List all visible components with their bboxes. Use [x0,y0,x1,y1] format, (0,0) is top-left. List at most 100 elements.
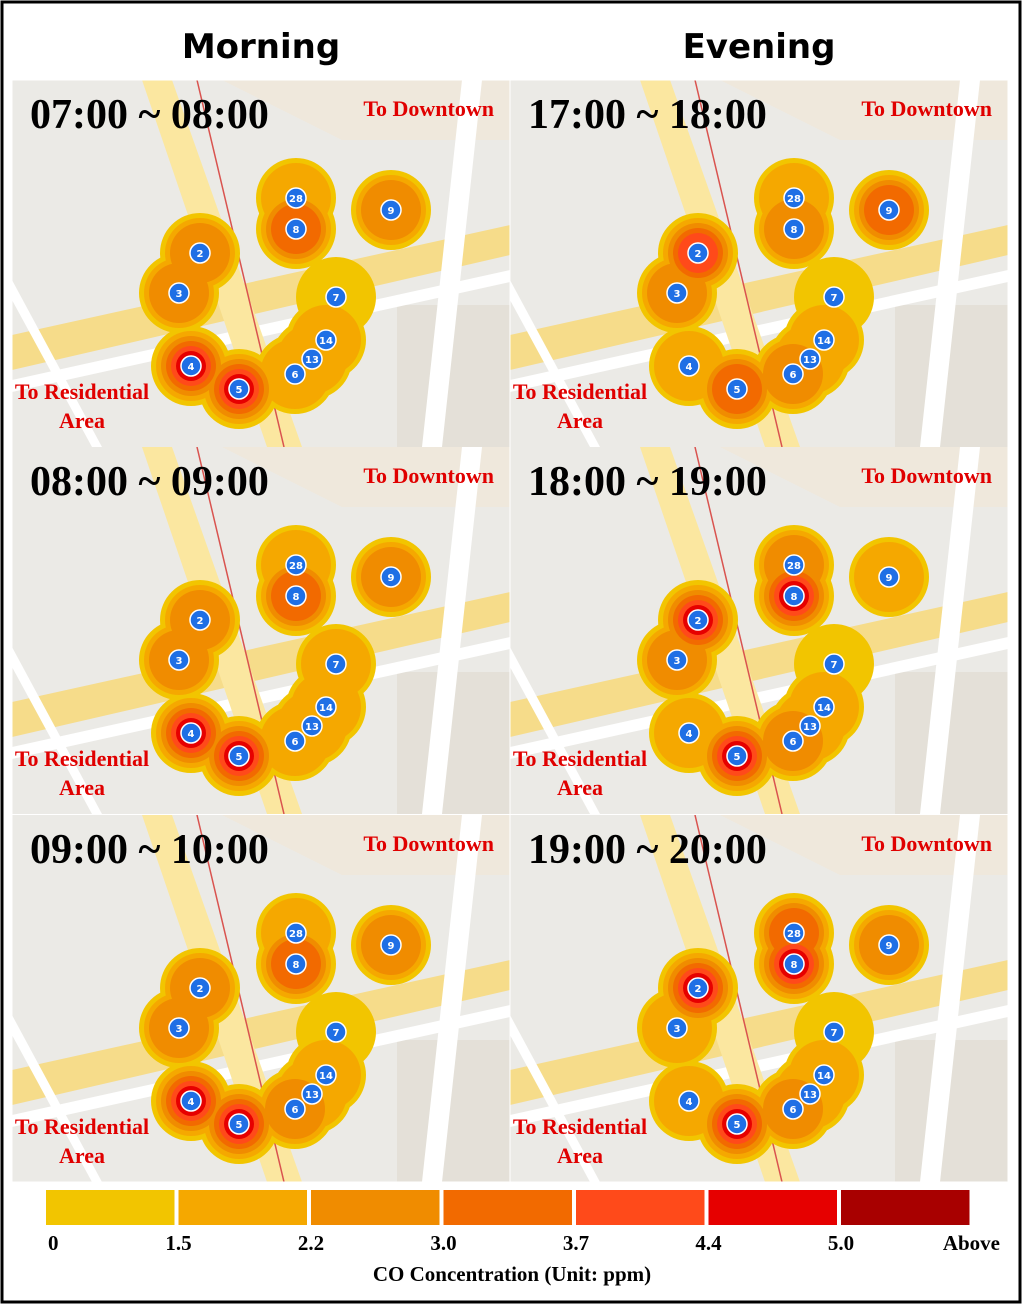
legend-tick: 4.4 [695,1231,722,1255]
sensor-marker [168,1017,190,1039]
legend-swatch [46,1190,175,1225]
sensor-label: 14 [817,336,831,347]
sensor-label: 6 [790,370,797,381]
legend-tick: 3.7 [563,1231,589,1255]
to-downtown: To Downtown [363,463,494,488]
sensor-marker [813,1064,835,1086]
sensor-label: 2 [695,249,702,260]
legend-swatch [841,1190,970,1225]
road [12,1005,510,1127]
sensor-marker [325,1021,347,1043]
sensor-label: 2 [197,616,204,627]
to-residential: Area [557,408,603,433]
to-residential: To Residential [15,1114,149,1139]
to-downtown: To Downtown [861,463,992,488]
sensor-marker [284,730,306,752]
sensor-label: 9 [886,941,893,952]
sensor-label: 9 [388,941,395,952]
sensor-marker [678,1090,700,1112]
sensor-label: 5 [236,1120,243,1131]
to-residential: To Residential [15,746,149,771]
sensor-label: 4 [686,729,693,740]
to-downtown: To Downtown [363,831,494,856]
sensor-label: 8 [293,225,300,236]
sensor-marker [180,1090,202,1112]
to-downtown: To Downtown [861,96,992,121]
sensor-marker [726,1113,748,1135]
sensor-label: 2 [197,984,204,995]
sensor-marker [285,585,307,607]
sensor-marker [782,363,804,385]
sensor-marker [301,715,323,737]
sensor-marker [783,554,805,576]
road [920,815,980,1182]
sensor-label: 13 [305,722,319,733]
road [920,80,980,447]
sensor-marker [315,1064,337,1086]
sensor-marker [380,199,402,221]
sensor-label: 9 [388,206,395,217]
sensor-marker [687,609,709,631]
sensor-label: 28 [787,194,801,205]
sensor-marker [168,282,190,304]
time-label: 07:00 ~ 08:00 [30,92,269,138]
sensor-label: 2 [695,984,702,995]
sensor-label: 8 [791,225,798,236]
sensor-label: 5 [734,752,741,763]
sensor-label: 7 [831,1028,838,1039]
column-title: Morning [182,27,340,67]
road [510,1015,600,1182]
sensor-label: 8 [791,592,798,603]
sensor-marker [813,329,835,351]
road [12,280,102,447]
sensor-label: 4 [188,1097,195,1108]
sensor-label: 9 [388,573,395,584]
legend-tick: 2.2 [298,1231,324,1255]
sensor-marker [666,1017,688,1039]
sensor-marker [823,1021,845,1043]
sensor-label: 13 [305,1090,319,1101]
sensor-label: 8 [293,960,300,971]
sensor-label: 14 [319,703,333,714]
road [12,960,510,1105]
sensor-label: 7 [333,293,340,304]
sensor-marker [878,934,900,956]
sensor-marker [228,378,250,400]
legend-above: Above [943,1231,1000,1255]
legend-swatch [576,1190,705,1225]
sensor-label: 13 [305,355,319,366]
sensor-label: 5 [236,752,243,763]
sensor-marker [687,242,709,264]
time-label: 17:00 ~ 18:00 [528,92,767,138]
road [12,647,102,814]
time-label: 19:00 ~ 20:00 [528,827,767,873]
sensor-label: 5 [236,385,243,396]
sensor-label: 14 [319,336,333,347]
legend-tick: 5.0 [828,1231,854,1255]
sensor-label: 14 [817,703,831,714]
road [510,1005,1008,1127]
to-residential: To Residential [513,379,647,404]
to-residential: Area [59,775,105,800]
sensor-marker [878,199,900,221]
to-residential: Area [59,1143,105,1168]
sensor-label: 5 [734,1120,741,1131]
block [720,447,1008,507]
sensor-label: 4 [188,729,195,740]
legend-title: CO Concentration (Unit: ppm) [373,1262,651,1286]
sensor-label: 28 [289,929,303,940]
sensor-label: 6 [292,1105,299,1116]
sensor-marker [325,286,347,308]
sensor-label: 14 [319,1071,333,1082]
sensor-label: 2 [197,249,204,260]
sensor-label: 3 [176,1024,183,1035]
sensor-label: 3 [674,289,681,300]
sensor-marker [315,329,337,351]
road [510,280,600,447]
